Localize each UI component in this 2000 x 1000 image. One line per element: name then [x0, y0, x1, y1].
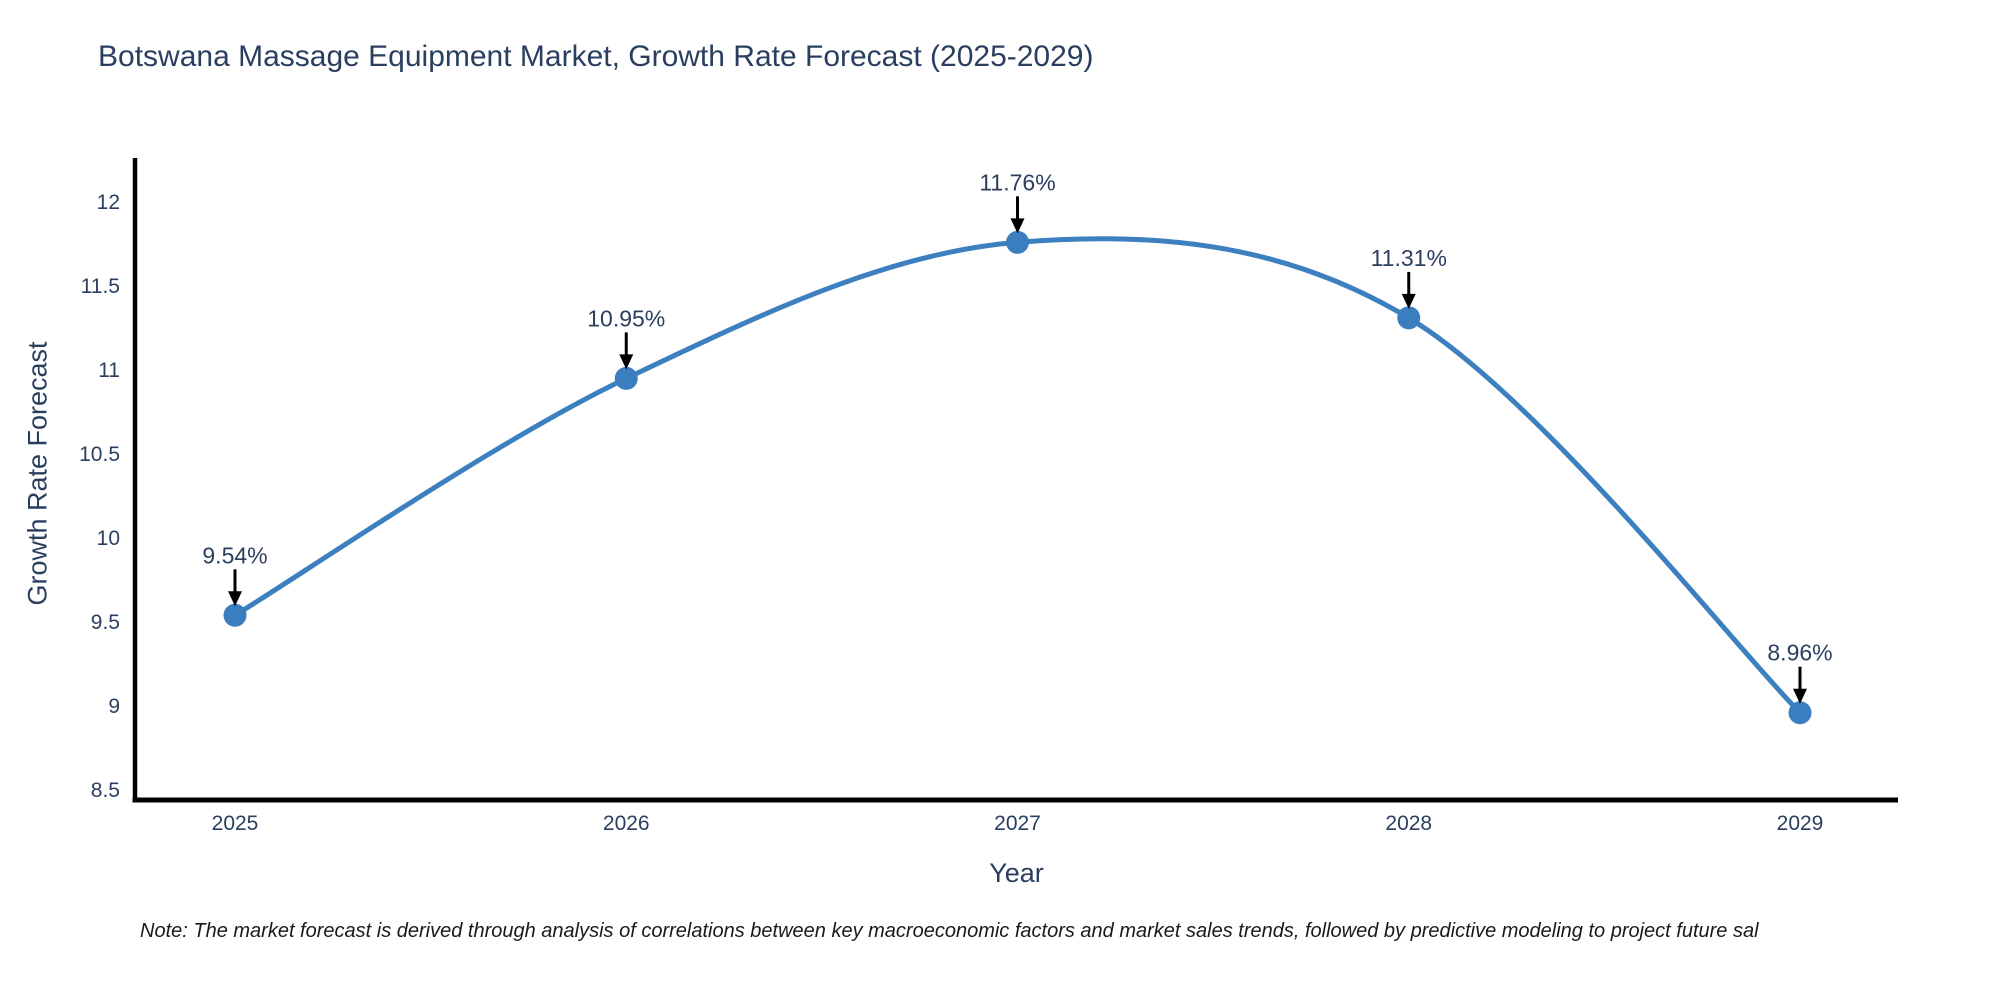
point-label: 11.76%: [979, 169, 1055, 195]
annotation-arrow-head: [619, 354, 634, 370]
y-tick-label: 9: [108, 695, 120, 718]
point-label: 11.31%: [1371, 245, 1447, 271]
chart-title: Botswana Massage Equipment Market, Growt…: [98, 40, 1094, 73]
y-tick-label: 9.5: [91, 611, 120, 634]
y-tick-label: 8.5: [91, 779, 120, 802]
x-tick-label: 2027: [994, 812, 1041, 835]
y-tick-label: 10.5: [79, 443, 120, 466]
y-tick-label: 12: [97, 191, 120, 214]
x-tick-label: 2025: [212, 812, 259, 835]
forecast-line: [233, 236, 1802, 715]
data-point-marker: [1788, 701, 1812, 725]
annotation-arrow-head: [1401, 293, 1416, 309]
footnote: Note: The market forecast is derived thr…: [140, 920, 1759, 942]
x-tick-label: 2028: [1385, 812, 1432, 835]
data-point-marker: [223, 603, 247, 627]
y-tick-label: 11: [98, 359, 120, 382]
point-label: 10.95%: [587, 305, 665, 331]
data-point-marker: [1397, 306, 1421, 330]
point-label: 9.54%: [202, 542, 267, 568]
y-tick-label: 11.5: [81, 275, 120, 298]
annotation-arrow-head: [228, 591, 242, 607]
annotation-arrow-head: [1793, 688, 1807, 704]
x-tick-label: 2029: [1777, 812, 1824, 835]
data-point-marker: [1006, 230, 1029, 254]
x-axis-title: Year: [989, 858, 1044, 888]
y-tick-label: 10: [97, 527, 120, 550]
annotation-arrow-head: [1010, 218, 1025, 234]
y-axis-title: Growth Rate Forecast: [22, 341, 53, 606]
x-tick-label: 2026: [603, 812, 650, 835]
data-point-marker: [614, 366, 638, 390]
point-label: 8.96%: [1767, 640, 1832, 666]
